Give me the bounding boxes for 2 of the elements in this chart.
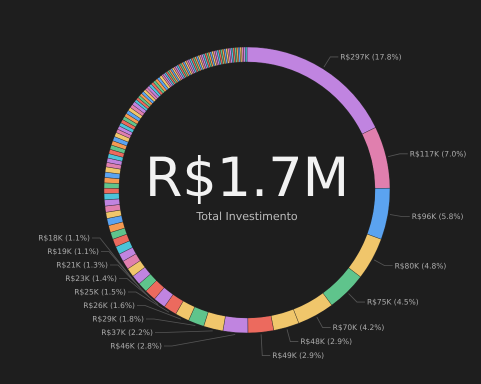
text: Total Investimento: [196, 210, 298, 223]
text: R$1.7M: [144, 146, 350, 209]
